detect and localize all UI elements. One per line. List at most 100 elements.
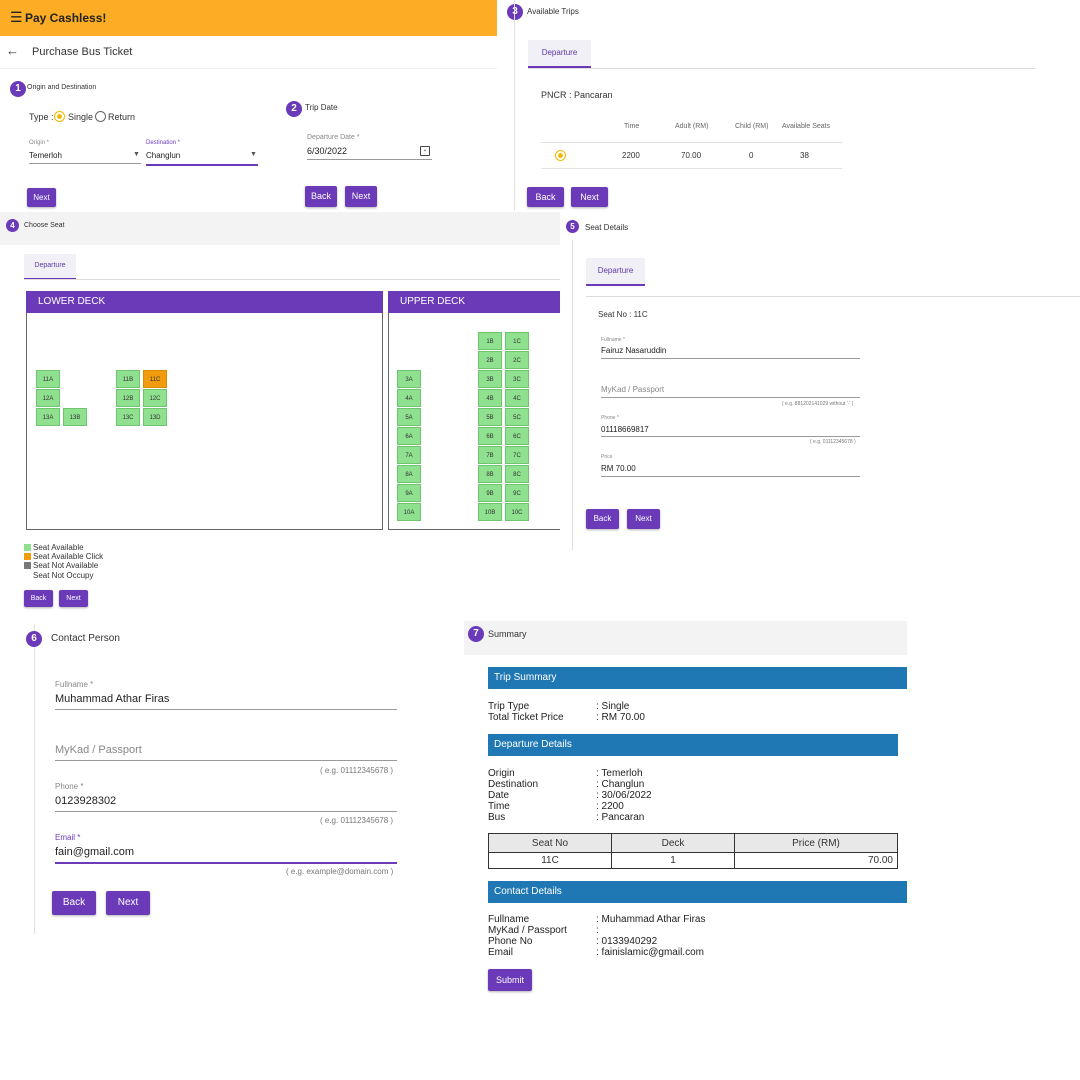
radio-return[interactable]: [95, 111, 106, 122]
step-5-back-button[interactable]: Back: [586, 509, 619, 529]
seat-fullname-input[interactable]: Fairuz Nasaruddin: [601, 346, 667, 355]
step-6-back-button[interactable]: Back: [52, 891, 96, 915]
seat-8a[interactable]: 8A: [397, 465, 421, 483]
submit-button[interactable]: Submit: [488, 969, 532, 991]
seat-1b[interactable]: 1B: [478, 332, 502, 350]
menu-icon[interactable]: ☰: [10, 9, 23, 25]
seat-13b[interactable]: 13B: [63, 408, 87, 426]
step-2-back-button[interactable]: Back: [305, 186, 337, 207]
step-6-next-button[interactable]: Next: [106, 891, 150, 915]
seat-6c[interactable]: 6C: [505, 427, 529, 445]
seat-7a[interactable]: 7A: [397, 446, 421, 464]
trip-radio-selected[interactable]: [555, 150, 566, 161]
seat-10c[interactable]: 10C: [505, 503, 529, 521]
step-3-tab-departure[interactable]: Departure: [528, 40, 591, 68]
seat-3c[interactable]: 3C: [505, 370, 529, 388]
seat-8b[interactable]: 8B: [478, 465, 502, 483]
seat-fullname-label: Fullname *: [601, 337, 625, 343]
seat-5c[interactable]: 5C: [505, 408, 529, 426]
departure-detail-value-1: : Changlun: [596, 779, 645, 790]
step-4-tab-departure[interactable]: Departure: [24, 254, 76, 280]
table-header-row: [489, 834, 897, 853]
seat-12c[interactable]: 12C: [143, 389, 167, 407]
contact-mykad-underline: [55, 760, 397, 761]
seat-10b[interactable]: 10B: [478, 503, 502, 521]
seat-3b[interactable]: 3B: [478, 370, 502, 388]
seat-9b[interactable]: 9B: [478, 484, 502, 502]
contact-email-label: Email *: [55, 833, 81, 842]
app-header-bar: ☰ Pay Cashless!: [0, 0, 497, 36]
contact-mykad-input[interactable]: MyKad / Passport: [55, 744, 142, 756]
seat-4c[interactable]: 4C: [505, 389, 529, 407]
seat-3a[interactable]: 3A: [397, 370, 421, 388]
origin-dropdown-icon[interactable]: ▼: [133, 151, 140, 158]
step-5-next-button[interactable]: Next: [627, 509, 660, 529]
departure-detail-key-2: Date: [488, 790, 510, 801]
seat-10a[interactable]: 10A: [397, 503, 421, 521]
step-2-next-button[interactable]: Next: [345, 186, 377, 207]
seat-11b[interactable]: 11B: [116, 370, 140, 388]
seat-4a[interactable]: 4A: [397, 389, 421, 407]
step-1-next-button[interactable]: Next: [27, 188, 56, 207]
radio-single[interactable]: [54, 111, 65, 122]
contact-phone-input[interactable]: 0123928302: [55, 795, 117, 807]
legend-selected: Seat Available Click: [33, 552, 104, 561]
origin-underline: [29, 163, 141, 164]
seat-5a[interactable]: 5A: [397, 408, 421, 426]
table-col-divider-1: [611, 834, 612, 868]
table-header-seat: Seat No: [531, 838, 569, 849]
seat-6a[interactable]: 6A: [397, 427, 421, 445]
step-1-label: Origin and Destination: [27, 84, 97, 91]
trips-header-divider: [541, 142, 842, 143]
seat-6b[interactable]: 6B: [478, 427, 502, 445]
contact-email-input[interactable]: fain@gmail.com: [55, 846, 135, 858]
seat-13d[interactable]: 13D: [143, 408, 167, 426]
step-4-next-button[interactable]: Next: [59, 590, 88, 607]
origin-select[interactable]: Temerloh: [29, 151, 62, 160]
step-3-back-button[interactable]: Back: [527, 187, 564, 207]
trip-child-price: 0: [749, 151, 754, 160]
seat-phone-underline: [601, 436, 860, 437]
seat-mykad-input[interactable]: MyKad / Passport: [601, 385, 665, 394]
lower-deck-title: LOWER DECK: [26, 291, 383, 313]
seat-phone-input[interactable]: 01118669817: [601, 425, 649, 434]
calendar-icon[interactable]: ▪: [420, 146, 430, 156]
seat-2b[interactable]: 2B: [478, 351, 502, 369]
seat-7b[interactable]: 7B: [478, 446, 502, 464]
seat-13c[interactable]: 13C: [116, 408, 140, 426]
contact-detail-key-0: Fullname: [488, 914, 530, 925]
contact-mykad-hint: ( e.g. 01112345678 ): [320, 766, 394, 775]
step-3-badge: 3: [507, 4, 523, 20]
table-cell-seat: 11C: [541, 855, 559, 866]
destination-dropdown-icon[interactable]: ▼: [250, 151, 257, 158]
destination-select[interactable]: Changlun: [146, 151, 181, 160]
trip-type-label: Type :: [29, 112, 54, 122]
seat-11c[interactable]: 11C: [143, 370, 167, 388]
table-cell-price: 70.00: [867, 855, 893, 866]
seat-4b[interactable]: 4B: [478, 389, 502, 407]
seat-2c[interactable]: 2C: [505, 351, 529, 369]
step-5-tab-departure[interactable]: Departure: [586, 258, 645, 286]
legend-not-available-swatch: [24, 562, 31, 569]
departure-date-input[interactable]: 6/30/2022: [307, 146, 348, 156]
upper-deck-title: UPPER DECK: [388, 291, 560, 313]
seat-11a[interactable]: 11A: [36, 370, 60, 388]
step-4-back-button[interactable]: Back: [24, 590, 53, 607]
seat-8c[interactable]: 8C: [505, 465, 529, 483]
seat-12b[interactable]: 12B: [116, 389, 140, 407]
seat-price-underline: [601, 476, 860, 477]
seat-9c[interactable]: 9C: [505, 484, 529, 502]
seat-5b[interactable]: 5B: [478, 408, 502, 426]
step-2-badge: 2: [286, 101, 302, 117]
back-arrow-icon[interactable]: ←: [6, 43, 19, 58]
contact-phone-underline: [55, 811, 397, 812]
seat-9a[interactable]: 9A: [397, 484, 421, 502]
seat-13a[interactable]: 13A: [36, 408, 60, 426]
seat-1c[interactable]: 1C: [505, 332, 529, 350]
seat-7c[interactable]: 7C: [505, 446, 529, 464]
seat-12a[interactable]: 12A: [36, 389, 60, 407]
step-3-next-button[interactable]: Next: [571, 187, 608, 207]
legend-not-occupy: Seat Not Occupy: [33, 571, 94, 580]
contact-fullname-input[interactable]: Muhammad Athar Firas: [55, 693, 170, 705]
total-price-value: : RM 70.00: [596, 712, 645, 723]
